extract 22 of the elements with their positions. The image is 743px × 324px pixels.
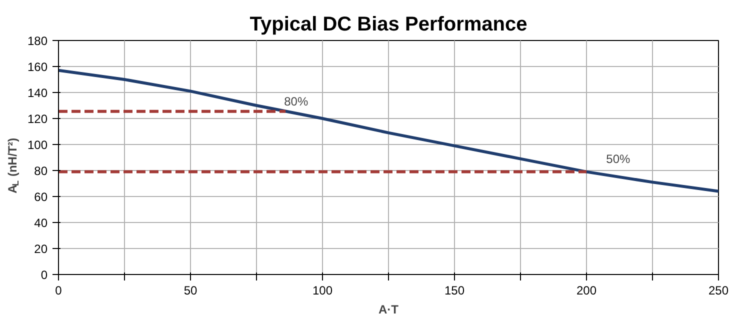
y-tick-label: 160 (27, 60, 48, 74)
y-tick-label: 100 (27, 138, 48, 152)
annotation: 80% (284, 94, 308, 109)
y-tick-label: 80 (34, 164, 48, 178)
x-tick-label: 150 (444, 284, 465, 298)
y-tick-label: 40 (34, 216, 48, 230)
y-tick-label: 60 (34, 190, 48, 204)
y-tick-label: 0 (40, 268, 48, 282)
y-axis-title: AL (nH/T²) (6, 138, 20, 194)
y-tick-label: 180 (27, 34, 48, 48)
line-series (58, 68, 718, 193)
x-tick-label: 250 (708, 284, 729, 298)
x-axis-title: A·T (378, 302, 400, 316)
y-tick-label: 140 (27, 86, 48, 100)
y-tick-label: 120 (27, 112, 48, 126)
x-tick-label: 200 (576, 284, 597, 298)
x-tick-label: 100 (312, 284, 333, 298)
x-tick-label: 0 (55, 284, 62, 298)
x-tick-label: 50 (184, 284, 198, 298)
y-tick-label: 20 (34, 242, 48, 256)
chart-title: Typical DC Bias Performance (250, 14, 528, 36)
annotation: 50% (606, 152, 631, 166)
